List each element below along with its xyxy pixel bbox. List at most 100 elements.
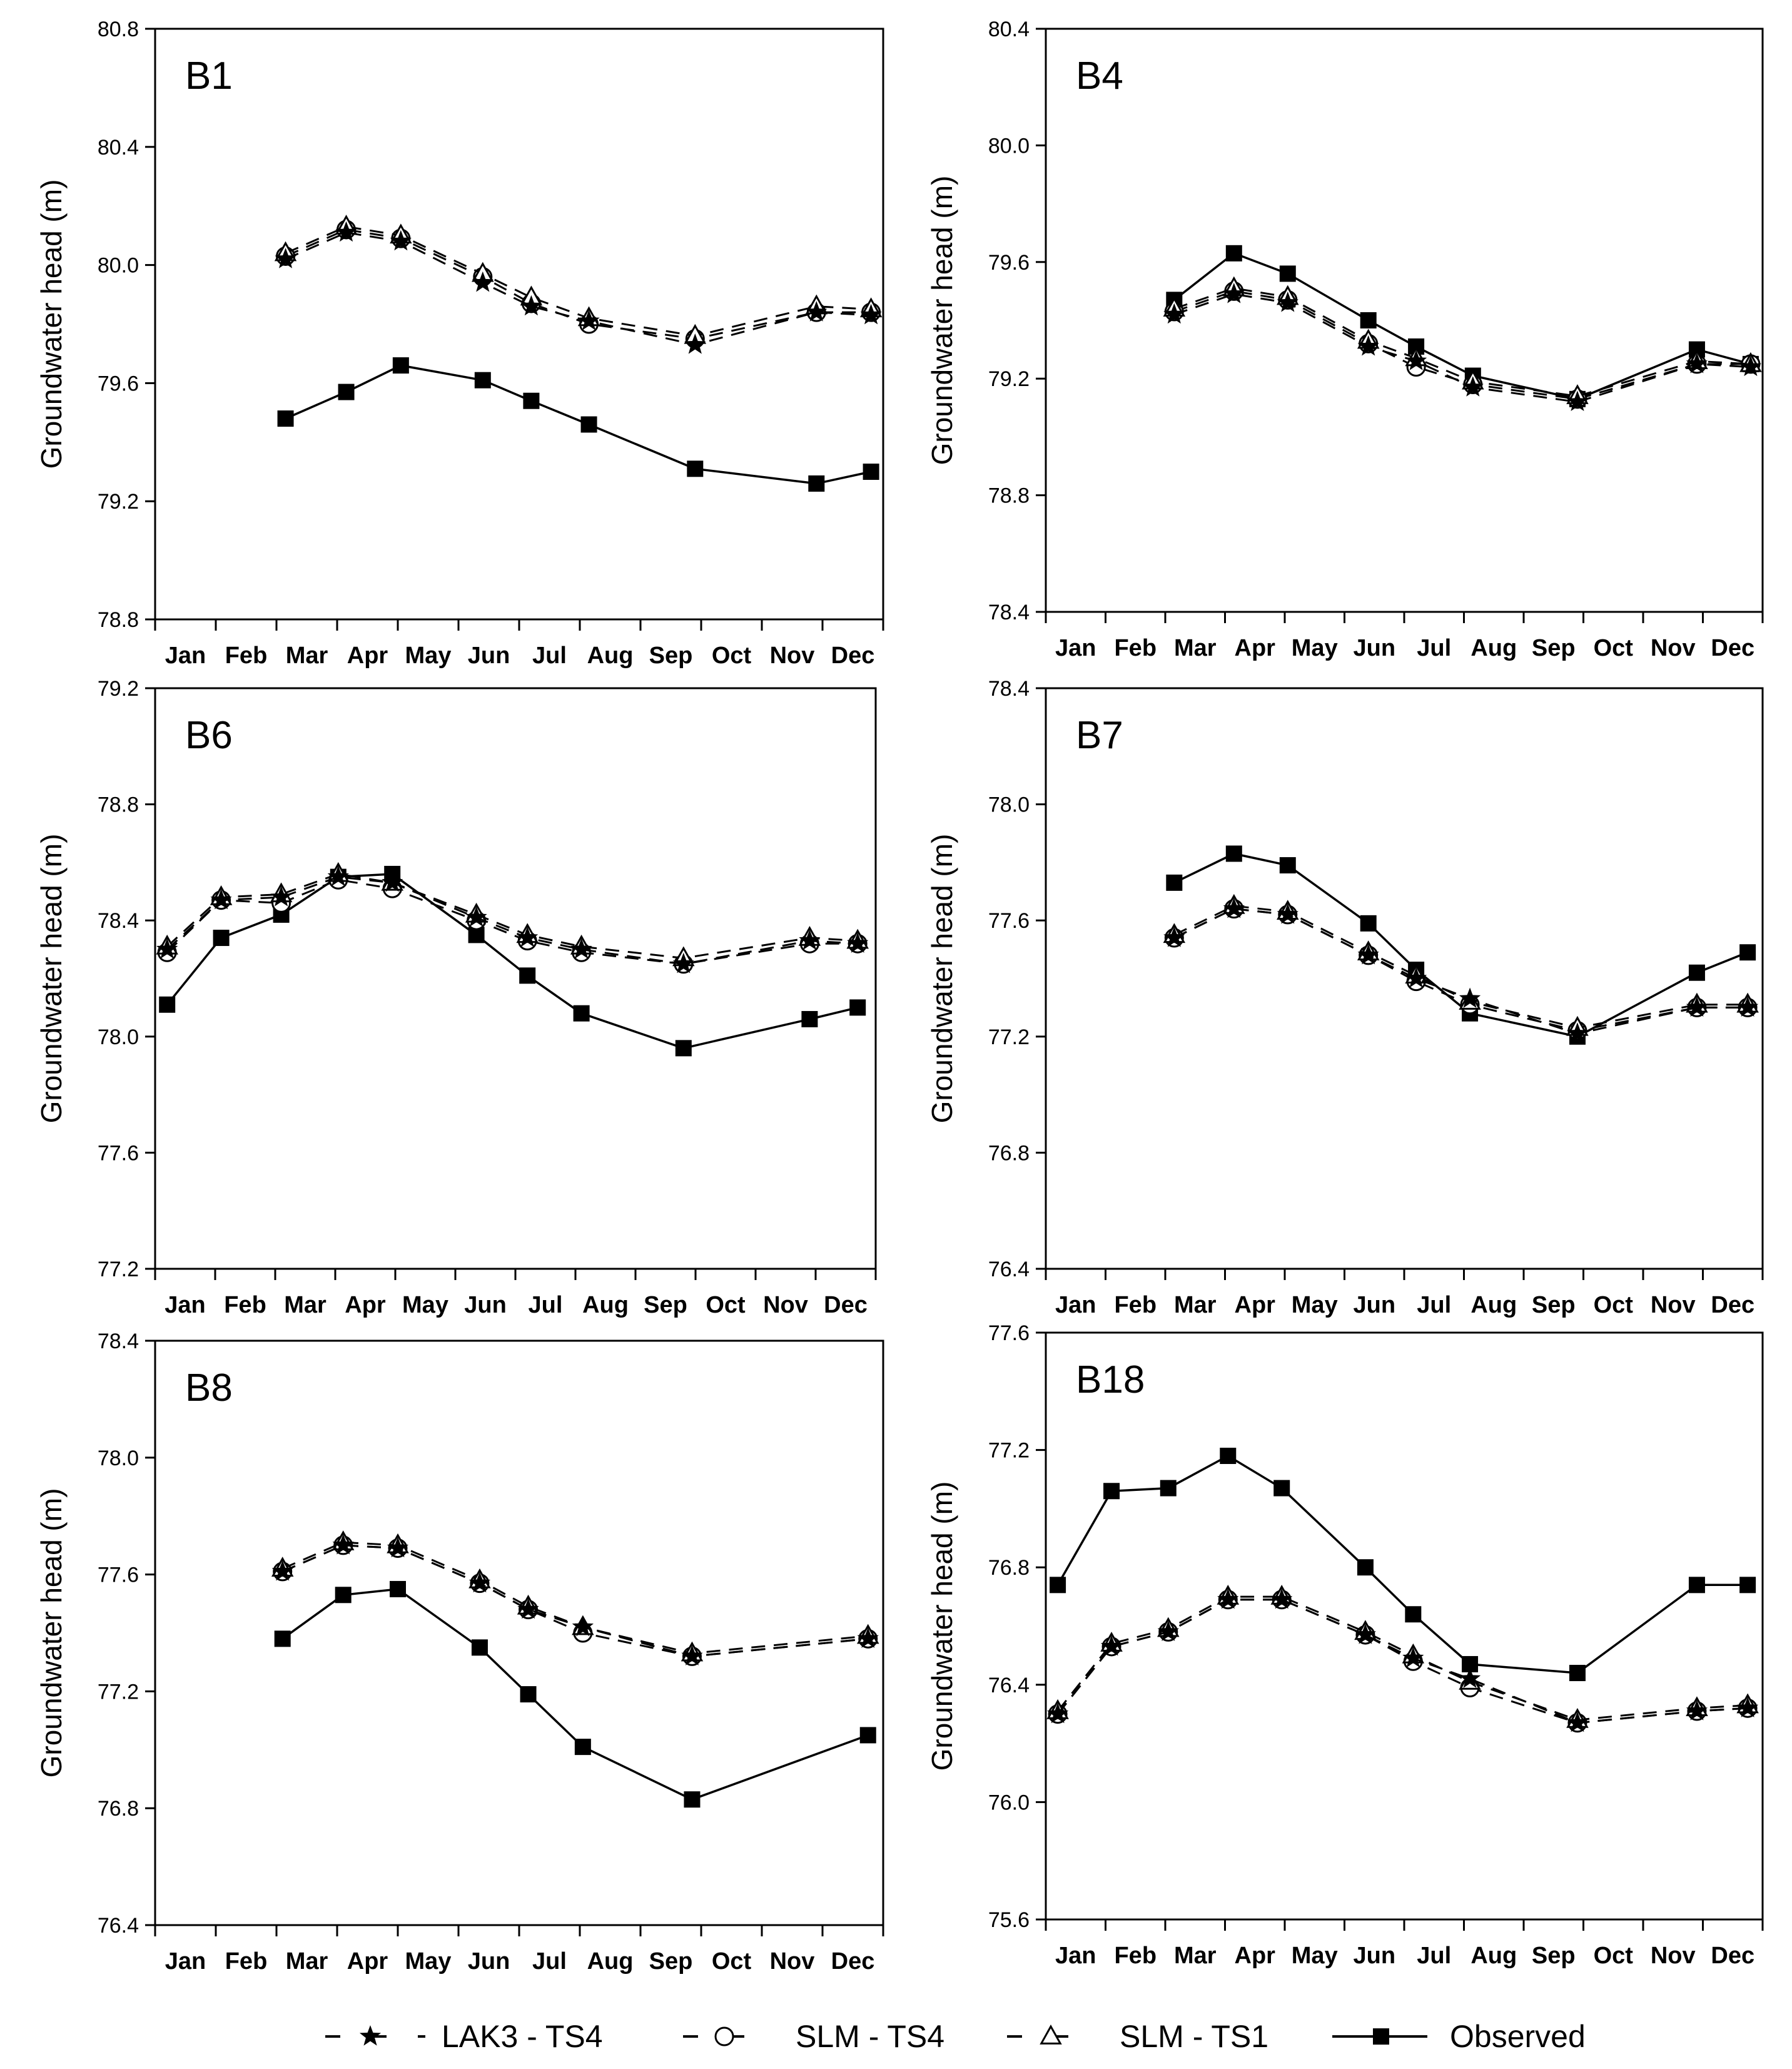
x-tick-label: Jun [464, 1292, 507, 1318]
x-tick-label: Apr [347, 643, 388, 669]
data-point-obs [523, 392, 540, 409]
data-point-obs [335, 1587, 352, 1604]
y-tick-label: 76.8 [988, 1556, 1030, 1580]
x-tick-label: May [405, 643, 452, 669]
y-tick-label: 77.6 [988, 909, 1030, 933]
y-tick-label: 76.4 [988, 1258, 1030, 1281]
legend-label: Observed [1450, 2019, 1586, 2054]
series-line-lak3 [166, 876, 858, 965]
series-lak3 [1047, 1588, 1759, 1732]
y-tick-label: 78.4 [98, 1329, 139, 1353]
panel-b18: 75.6 76.0 76.4 76.8 77.2 77.6 Jan Feb Mar Apr May J… [926, 1321, 1764, 1969]
data-point-obs [1739, 1577, 1756, 1594]
y-axis-label: Groundwater head (m) [926, 1482, 958, 1771]
data-point-lak3 [1405, 967, 1427, 988]
y-tick-label: 77.6 [98, 1141, 139, 1165]
x-tick-label: Jul [532, 643, 567, 669]
data-point-lak3 [1459, 1667, 1481, 1688]
panel-title: B18 [1076, 1358, 1145, 1401]
data-point-lak3 [681, 1645, 703, 1665]
data-point-obs [1160, 1480, 1177, 1497]
data-point-obs [1220, 1447, 1237, 1464]
y-tick-label: 76.8 [98, 1797, 139, 1821]
x-tick-label: Dec [1711, 635, 1754, 661]
panel-b7: 76.4 76.8 77.2 77.6 78.0 78.4 Jan Feb Mar Apr May J… [926, 677, 1764, 1318]
x-tick-label: Dec [831, 643, 875, 669]
x-tick-label: Oct [712, 643, 752, 669]
series-slm1 [274, 215, 883, 344]
y-axis-label: Groundwater head (m) [35, 180, 68, 469]
data-point-obs [1050, 1577, 1066, 1594]
series-line-lak3 [1056, 1599, 1748, 1724]
x-tick-label: Jul [532, 1948, 567, 1975]
data-point-lak3 [857, 1627, 879, 1648]
x-tick-label: Mar [1174, 1292, 1217, 1318]
data-point-lak3 [1402, 1647, 1424, 1668]
x-tick-label: Apr [1235, 635, 1276, 661]
data-point-lak3 [517, 927, 539, 947]
series-line-slm4 [285, 228, 871, 340]
legend: LAK3 - TS4 SLM - TS4 SLM - TS1 Observed [325, 2019, 1586, 2054]
x-tick-label: May [405, 1948, 452, 1975]
data-point-obs [1279, 265, 1296, 282]
y-tick-label: 77.2 [988, 1439, 1030, 1463]
y-tick-label: 79.2 [988, 367, 1030, 391]
data-point-lak3 [806, 301, 828, 322]
x-tick-label: Feb [1114, 1943, 1157, 1969]
legend-circle-icon [714, 2026, 734, 2046]
data-point-lak3 [578, 310, 600, 330]
x-tick-label: Apr [345, 1292, 386, 1318]
legend-label: SLM - TS1 [1120, 2019, 1268, 2054]
legend-item-slm4: SLM - TS4 [683, 2019, 944, 2054]
y-tick-label: 79.2 [98, 490, 139, 514]
panel-title: B1 [185, 54, 233, 98]
data-point-lak3 [672, 952, 694, 973]
data-point-obs [863, 464, 879, 480]
x-tick-label: Jul [1417, 1943, 1451, 1969]
plot-frame [154, 28, 884, 621]
legend-item-obs: Observed [1332, 2019, 1586, 2054]
x-tick-label: Dec [1711, 1943, 1754, 1969]
data-point-obs [1360, 915, 1377, 932]
plot-frame [1045, 1331, 1764, 1921]
series-line-obs [285, 364, 871, 485]
data-point-obs [159, 996, 176, 1013]
data-point-lak3 [1405, 350, 1427, 370]
x-tick-label: Mar [1174, 1943, 1217, 1969]
x-tick-label: Jul [529, 1292, 563, 1318]
plot-frame [1045, 28, 1764, 613]
series-line-slm1 [1173, 287, 1751, 397]
series-line-slm1 [166, 873, 858, 960]
data-point-lak3 [465, 906, 487, 927]
x-tick-label: Oct [706, 1292, 746, 1318]
x-tick-label: Jun [468, 643, 510, 669]
data-point-obs [1688, 1577, 1705, 1594]
data-point-lak3 [472, 271, 494, 292]
x-tick-label: Aug [1471, 1292, 1517, 1318]
data-point-lak3 [1163, 927, 1185, 947]
data-point-lak3 [1223, 283, 1245, 303]
series-obs [274, 1580, 876, 1808]
legend-square-icon [1373, 2028, 1389, 2045]
panel-b4: 78.4 78.8 79.2 79.6 80.0 80.4 Jan Feb Mar Apr May J… [926, 18, 1764, 661]
data-point-lak3 [390, 230, 412, 251]
y-tick-label: 78.8 [988, 484, 1030, 508]
y-axis-label: Groundwater head (m) [35, 834, 68, 1124]
data-point-obs [213, 930, 230, 947]
panel-title: B6 [185, 714, 233, 757]
y-tick-label: 80.8 [98, 18, 139, 41]
x-tick-label: Jan [165, 1948, 206, 1975]
x-tick-label: May [1292, 1943, 1338, 1969]
y-tick-label: 76.4 [98, 1914, 139, 1938]
data-point-lak3 [468, 1572, 491, 1593]
data-point-lak3 [1157, 1620, 1179, 1641]
series-line-slm1 [1056, 1595, 1748, 1721]
data-point-obs [1739, 944, 1756, 961]
x-tick-label: Apr [1235, 1292, 1276, 1318]
y-axis-label: Groundwater head (m) [35, 1488, 68, 1778]
series-obs [1050, 1447, 1756, 1682]
legend-label: SLM - TS4 [796, 2019, 944, 2054]
series-line-lak3 [285, 231, 871, 346]
data-point-obs [474, 372, 491, 389]
